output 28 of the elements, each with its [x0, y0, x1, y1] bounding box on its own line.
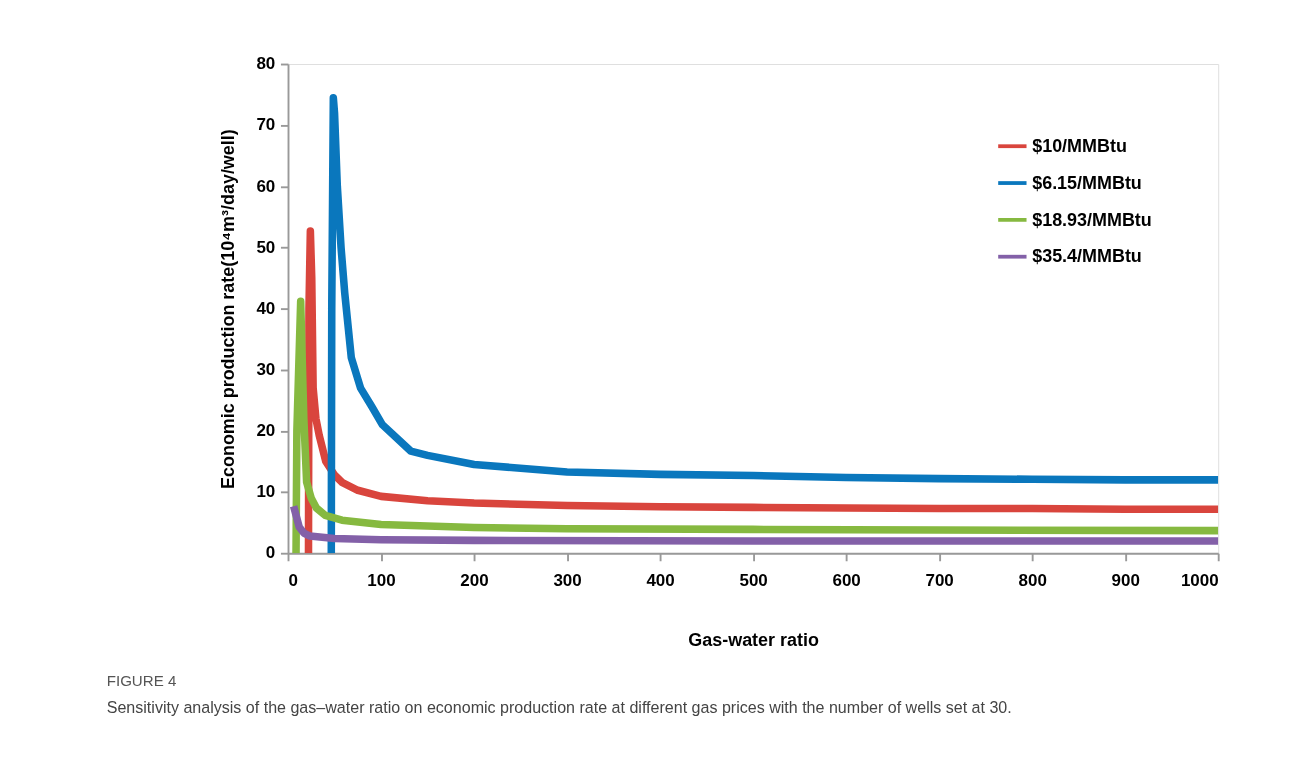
- y-axis-title: Economic production rate(10⁴m³/day/well): [217, 129, 238, 489]
- x-tick-label: 800: [1018, 570, 1047, 590]
- y-tick-label: 30: [256, 359, 276, 379]
- x-tick-label: 400: [646, 570, 675, 590]
- x-tick-label: 900: [1111, 570, 1140, 590]
- y-tick-label: 60: [256, 176, 276, 196]
- legend-label: $6.15/MMBtu: [1032, 172, 1142, 193]
- x-tick-label: 1000: [1180, 570, 1219, 590]
- y-tick-label: 80: [256, 54, 276, 74]
- y-tick-label: 20: [256, 421, 276, 441]
- text: Sensitivity analysis of the gas–water ratio on economic production rate at different gas prices with the number of wells set at 30.: [106, 697, 1012, 716]
- x-tick-label: 300: [553, 570, 582, 590]
- y-tick-label: 0: [265, 543, 276, 563]
- x-tick-label: 100: [367, 570, 396, 590]
- x-axis-title: Gas-water ratio: [688, 630, 819, 651]
- y-tick-label: 40: [256, 298, 276, 318]
- x-tick-label: 500: [739, 570, 768, 590]
- y-tick-label: 10: [256, 482, 276, 502]
- y-tick-label: 50: [256, 237, 276, 257]
- x-tick-label: 0: [288, 570, 298, 590]
- legend-label: $18.93/MMBtu: [1032, 209, 1152, 230]
- x-tick-label: 600: [832, 570, 861, 590]
- y-tick-label: 70: [256, 115, 276, 135]
- caption: FIGURE 4: [106, 672, 177, 690]
- x-tick-label: 700: [925, 570, 954, 590]
- legend-label: $10/MMBtu: [1032, 135, 1127, 156]
- x-tick-label: 200: [460, 570, 489, 590]
- legend-label: $35.4/MMBtu: [1032, 246, 1142, 267]
